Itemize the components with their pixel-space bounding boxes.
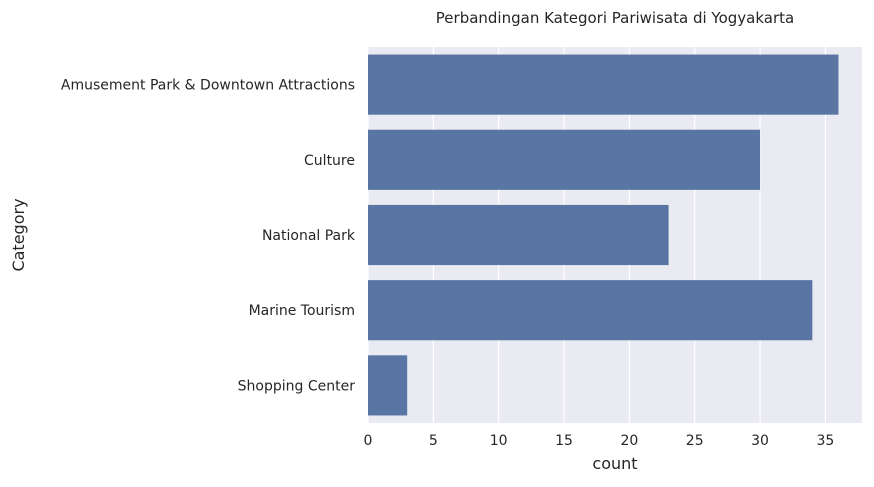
y-axis-label: Category (9, 198, 28, 271)
x-tick-label: 0 (364, 433, 373, 449)
bar (368, 54, 839, 115)
x-tick-label: 5 (429, 433, 438, 449)
bars (368, 54, 839, 416)
y-tick-label: Shopping Center (238, 378, 356, 394)
y-tick-label: Amusement Park & Downtown Attractions (61, 78, 355, 94)
x-tick-label: 35 (816, 433, 834, 449)
x-tick-label: 30 (751, 433, 769, 449)
x-axis-ticks: 0 5 10 15 20 25 30 35 (364, 433, 835, 449)
x-tick-label: 15 (555, 433, 573, 449)
y-tick-label: Culture (304, 153, 355, 169)
bar (368, 355, 408, 416)
y-tick-label: Marine Tourism (249, 303, 355, 319)
x-tick-label: 25 (686, 433, 704, 449)
x-axis-label: count (592, 454, 637, 473)
bar (368, 204, 669, 266)
x-tick-label: 10 (490, 433, 508, 449)
bar (368, 280, 813, 341)
chart-title: Perbandingan Kategori Pariwisata di Yogy… (436, 9, 794, 27)
y-axis-ticks: Amusement Park & Downtown Attractions Cul… (61, 78, 356, 395)
bar (368, 129, 761, 190)
y-tick-label: National Park (262, 228, 356, 244)
x-tick-label: 20 (620, 433, 638, 449)
